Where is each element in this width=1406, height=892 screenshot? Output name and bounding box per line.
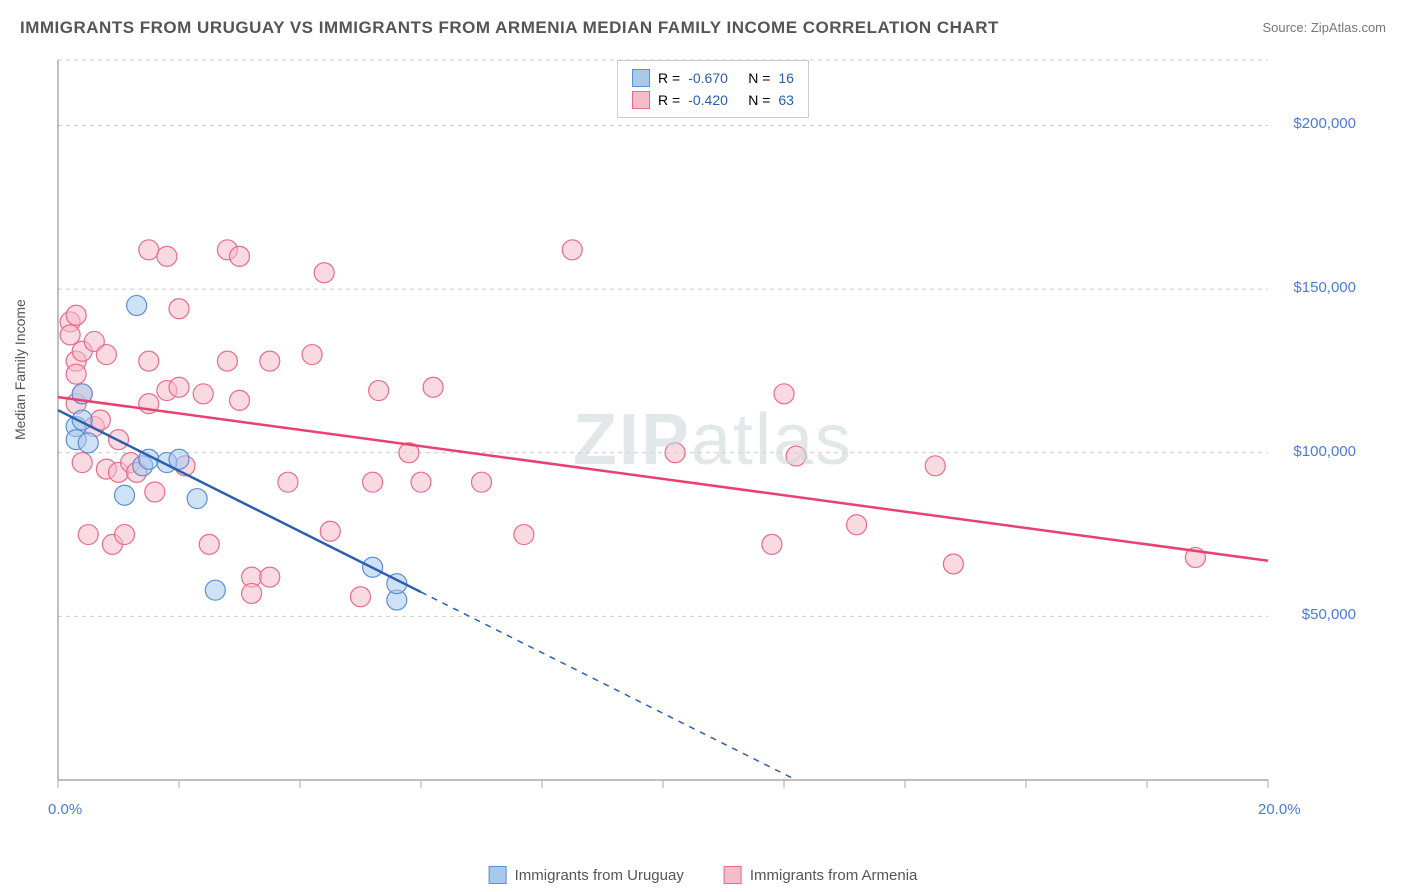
n-label: N = bbox=[748, 67, 770, 89]
legend-series: Immigrants from Uruguay Immigrants from … bbox=[489, 866, 918, 884]
n-label: N = bbox=[748, 89, 770, 111]
n-value-uruguay: 16 bbox=[778, 67, 794, 89]
series-label-uruguay: Immigrants from Uruguay bbox=[515, 867, 684, 884]
y-tick-label: $150,000 bbox=[1293, 279, 1356, 296]
r-value-armenia: -0.420 bbox=[688, 89, 740, 111]
chart-svg bbox=[48, 50, 1378, 830]
r-label: R = bbox=[658, 89, 680, 111]
r-label: R = bbox=[658, 67, 680, 89]
chart-area: ZIPatlas R = -0.670 N = 16 R = -0.420 N … bbox=[48, 50, 1378, 830]
x-tick-label: 20.0% bbox=[1258, 801, 1301, 818]
series-label-armenia: Immigrants from Armenia bbox=[750, 867, 918, 884]
legend-swatch-armenia bbox=[632, 91, 650, 109]
source-attribution: Source: ZipAtlas.com bbox=[1262, 20, 1386, 35]
y-tick-label: $100,000 bbox=[1293, 443, 1356, 460]
legend-swatch-uruguay bbox=[632, 69, 650, 87]
x-tick-label: 0.0% bbox=[48, 801, 82, 818]
n-value-armenia: 63 bbox=[778, 89, 794, 111]
legend-row-armenia: R = -0.420 N = 63 bbox=[632, 89, 794, 111]
chart-title: IMMIGRANTS FROM URUGUAY VS IMMIGRANTS FR… bbox=[20, 18, 999, 38]
legend-item-uruguay: Immigrants from Uruguay bbox=[489, 866, 684, 884]
y-tick-label: $50,000 bbox=[1302, 606, 1356, 623]
y-axis-label: Median Family Income bbox=[12, 299, 28, 440]
r-value-uruguay: -0.670 bbox=[688, 67, 740, 89]
legend-item-armenia: Immigrants from Armenia bbox=[724, 866, 918, 884]
y-tick-label: $200,000 bbox=[1293, 115, 1356, 132]
legend-row-uruguay: R = -0.670 N = 16 bbox=[632, 67, 794, 89]
legend-swatch-armenia bbox=[724, 866, 742, 884]
legend-correlation: R = -0.670 N = 16 R = -0.420 N = 63 bbox=[617, 60, 809, 118]
legend-swatch-uruguay bbox=[489, 866, 507, 884]
